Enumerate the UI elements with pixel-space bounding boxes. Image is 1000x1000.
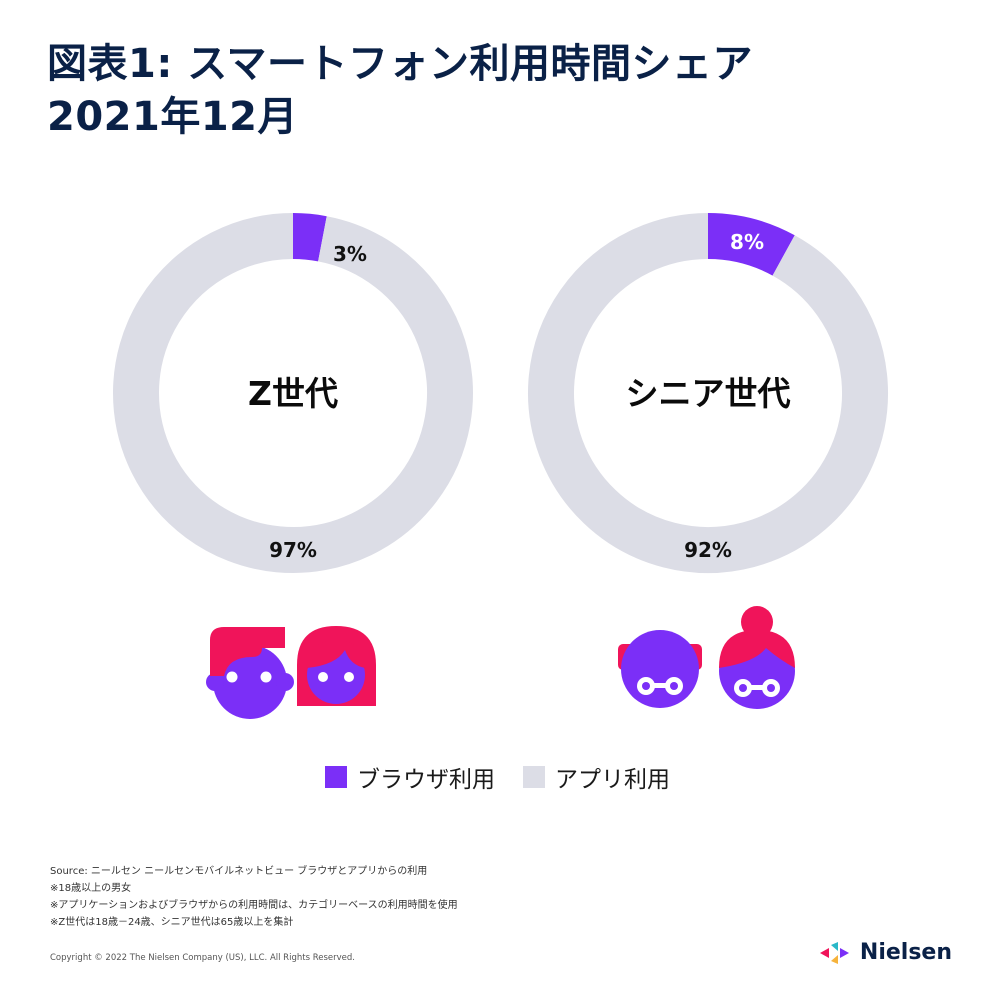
chart-title: 図表1: スマートフォン利用時間シェア 2021年12月 — [47, 38, 753, 144]
young-woman-icon — [297, 626, 376, 706]
note-method: ※アプリケーションおよびブラウザからの利用時間は、カテゴリーベースの利用時間を使… — [50, 900, 458, 911]
legend-item-browser: ブラウザ利用 — [325, 760, 495, 794]
legend: ブラウザ利用 アプリ利用 — [325, 760, 698, 794]
young-man-icon — [206, 627, 294, 719]
legend-label-app: アプリ利用 — [555, 767, 670, 793]
legend-label-browser: ブラウザ利用 — [357, 767, 495, 793]
center-label-gen-z: Z世代 — [248, 374, 338, 413]
data-label-gen-z-browser: 3% — [333, 242, 367, 266]
old-woman-icon — [719, 606, 795, 709]
nielsen-mark-icon — [819, 941, 849, 964]
brand-name: Nielsen — [859, 940, 952, 965]
legend-item-app: アプリ利用 — [523, 760, 670, 794]
old-man-icon — [618, 630, 702, 708]
legend-swatch-app — [523, 766, 545, 788]
slice-gen-z-browser — [292, 213, 327, 262]
slice-gen-z-app — [113, 213, 473, 573]
source-note: Source: ニールセン ニールセンモバイルネットビュー ブラウザとアプリから… — [50, 866, 428, 877]
center-label-senior: シニア世代 — [626, 374, 791, 413]
data-label-gen-z-app: 97% — [269, 538, 317, 562]
slice-senior-app — [528, 213, 888, 573]
donut-charts: 3% 97% Z世代 8% 92% シニア世代 — [113, 213, 888, 719]
source-notes: Source: ニールセン ニールセンモバイルネットビュー ブラウザとアプリから… — [50, 863, 458, 931]
note-generation: ※Z世代は18歳－24歳、シニア世代は65歳以上を集計 — [50, 917, 294, 928]
nielsen-logo: Nielsen — [819, 940, 952, 965]
data-label-senior-app: 92% — [684, 538, 732, 562]
data-label-senior-browser: 8% — [730, 230, 764, 254]
copyright: Copyright © 2022 The Nielsen Company (US… — [50, 953, 355, 963]
note-age: ※18歳以上の男女 — [50, 883, 132, 894]
title-line-2: 2021年12月 — [47, 94, 298, 140]
slice-senior-browser — [707, 213, 795, 276]
title-line-1: 図表1: スマートフォン利用時間シェア — [47, 41, 754, 87]
legend-swatch-browser — [325, 766, 347, 788]
